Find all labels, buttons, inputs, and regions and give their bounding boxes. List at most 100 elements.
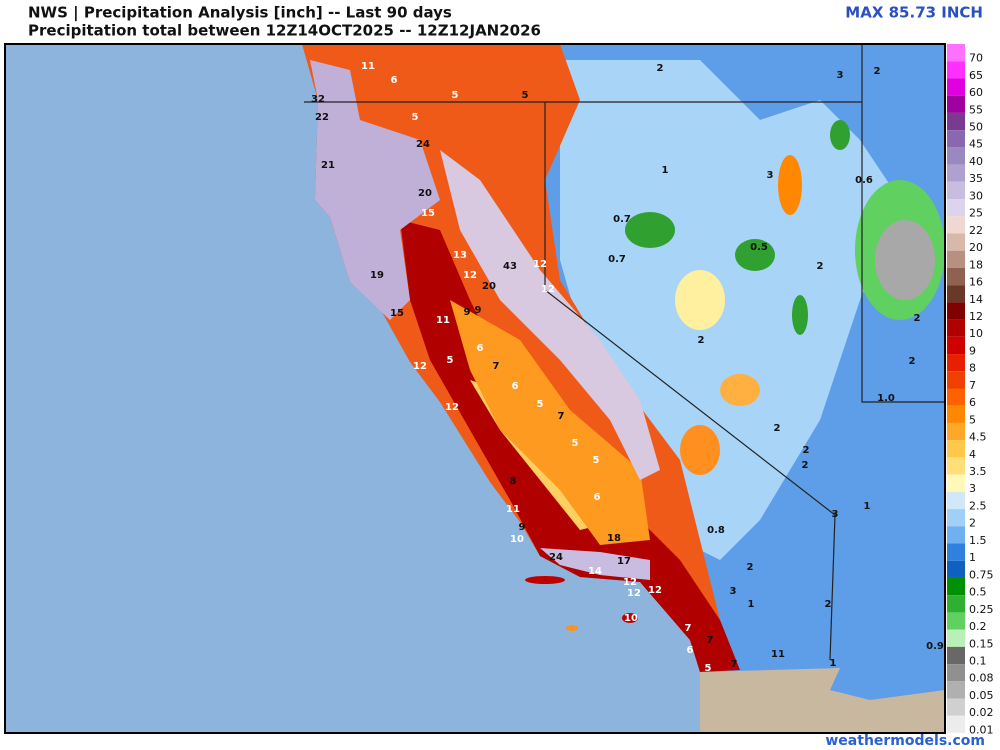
legend-label: 2 xyxy=(969,517,976,530)
legend-swatch xyxy=(947,629,965,647)
footer: weathermodels.com xyxy=(825,733,985,749)
legend-swatch xyxy=(947,233,965,251)
map-label: 24 xyxy=(416,139,430,150)
legend-swatch xyxy=(947,664,965,682)
map xyxy=(4,43,946,734)
map-label: 12 xyxy=(541,284,555,295)
border xyxy=(544,102,836,661)
legend-swatch xyxy=(947,199,965,217)
map-label: 2 xyxy=(802,460,809,471)
island xyxy=(566,625,578,631)
map-label: 12 xyxy=(648,585,662,596)
map-label: 0.6 xyxy=(855,175,873,186)
map-label: 0.7 xyxy=(608,254,626,265)
map-label: 2 xyxy=(909,356,916,367)
map-label: 15 xyxy=(421,208,435,219)
map-label: 2 xyxy=(657,63,664,74)
legend-swatch xyxy=(947,440,965,458)
precip-green xyxy=(625,212,675,248)
map-label: 11 xyxy=(361,61,375,72)
legend-label: 40 xyxy=(969,155,983,168)
map-label: 2 xyxy=(774,423,781,434)
legend-swatch xyxy=(947,405,965,423)
border xyxy=(861,44,945,403)
map-label: 15 xyxy=(390,308,404,319)
legend-label: 8 xyxy=(969,362,976,375)
legend-swatch xyxy=(947,698,965,716)
map-label: 9 xyxy=(475,305,482,316)
legend-label: 35 xyxy=(969,172,983,185)
map-label: 2 xyxy=(747,562,754,573)
map-label: 0.9 xyxy=(926,641,944,652)
map-label: 5 xyxy=(537,399,544,410)
precip-orange xyxy=(720,374,760,406)
legend-label: 12 xyxy=(969,310,983,323)
title: NWS | Precipitation Analysis [inch] -- L… xyxy=(28,4,452,23)
legend-label: 1.5 xyxy=(969,534,987,547)
map-label: 2 xyxy=(803,445,810,456)
precip-orange xyxy=(680,425,720,475)
legend-label: 0.25 xyxy=(969,603,994,616)
map-label: 0.7 xyxy=(613,214,631,225)
map-label: 5 xyxy=(593,455,600,466)
legend-label: 50 xyxy=(969,121,983,134)
map-label: 6 xyxy=(594,492,601,503)
map-label: 13 xyxy=(453,250,467,261)
map-label: 2 xyxy=(698,335,705,346)
legend-label: 55 xyxy=(969,103,983,116)
map-label: 12 xyxy=(413,361,427,372)
legend-label: 0.1 xyxy=(969,654,987,667)
max-label: MAX 85.73 INCH xyxy=(845,4,983,22)
legend-label: 60 xyxy=(969,86,983,99)
map-label: 7 xyxy=(558,411,565,422)
legend-label: 6 xyxy=(969,396,976,409)
map-label: 5 xyxy=(522,90,529,101)
legend-label: 0.75 xyxy=(969,568,994,581)
legend-swatch xyxy=(947,509,965,527)
legend-label: 16 xyxy=(969,276,983,289)
legend-label: 70 xyxy=(969,52,983,65)
map-label: 12 xyxy=(463,270,477,281)
legend-label: 0.02 xyxy=(969,706,994,719)
map-label: 9 xyxy=(519,522,526,533)
legend-label: 18 xyxy=(969,258,983,271)
legend-swatch xyxy=(947,595,965,613)
legend-label: 0.5 xyxy=(969,586,987,599)
map-label: 12 xyxy=(627,588,641,599)
legend-swatch xyxy=(947,457,965,475)
map-label: 2 xyxy=(825,599,832,610)
map-label: 3 xyxy=(767,170,774,181)
map-label: 20 xyxy=(418,188,432,199)
legend-swatch xyxy=(947,371,965,389)
legend-label: 0.2 xyxy=(969,620,987,633)
legend-swatch xyxy=(947,577,965,596)
legend-swatch xyxy=(947,78,965,96)
map-label: 12 xyxy=(533,259,547,270)
legend-swatch xyxy=(947,181,965,200)
map-label: 11 xyxy=(506,504,520,515)
precip-gray xyxy=(875,220,935,300)
legend-swatch xyxy=(947,319,965,337)
legend-label: 14 xyxy=(969,293,983,306)
map-label: 3 xyxy=(837,70,844,81)
map-label: 6 xyxy=(477,343,484,354)
legend-label: 22 xyxy=(969,224,983,237)
island xyxy=(622,613,638,623)
map-label: 1.0 xyxy=(877,393,895,404)
map-label: 18 xyxy=(607,533,621,544)
legend-swatch xyxy=(947,474,965,492)
map-label: 12 xyxy=(445,402,459,413)
legend-label: 0.08 xyxy=(969,672,994,685)
legend-swatch xyxy=(947,130,965,148)
legend-label: 5 xyxy=(969,413,976,426)
map-label: 32 xyxy=(311,94,325,105)
map-label: 20 xyxy=(482,281,496,292)
map-label: 10 xyxy=(624,613,638,624)
legend-swatch xyxy=(947,95,965,113)
map-label: 7 xyxy=(707,635,714,646)
legend-swatch xyxy=(947,147,965,165)
legend-swatch xyxy=(947,44,965,62)
legend-swatch xyxy=(947,336,965,355)
map-label: 1 xyxy=(748,599,755,610)
